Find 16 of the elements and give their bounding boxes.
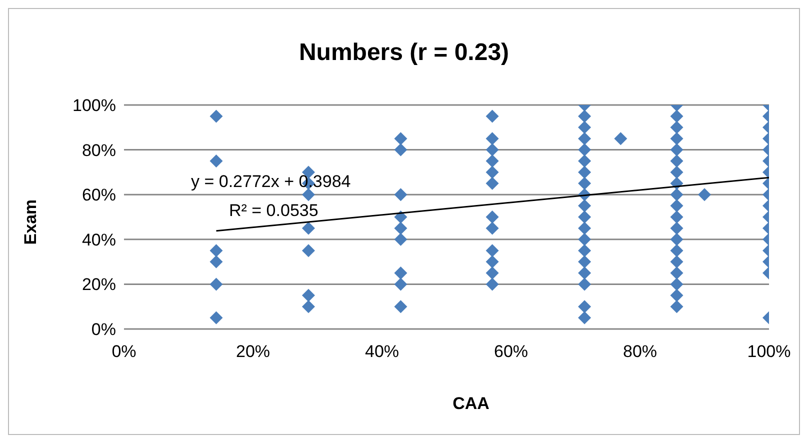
y-tick-label: 60% (82, 186, 116, 205)
x-tick-label: 40% (364, 342, 400, 362)
x-tick-label: 20% (236, 342, 270, 362)
annotation: R² = 0.0535 (229, 201, 318, 221)
y-tick-label: 100% (72, 96, 116, 116)
chart-title: Numbers (r = 0.23) (298, 39, 510, 67)
y-axis-title: Exam (21, 199, 41, 245)
x-tick-label: 0% (112, 342, 136, 362)
x-axis-title: CAA (452, 394, 490, 414)
x-tick-label: 60% (494, 342, 528, 362)
y-tick-label: 80% (82, 140, 116, 160)
y-tick-label: 20% (82, 275, 116, 294)
x-tick-label: 100% (747, 342, 791, 362)
x-tick-label: 80% (622, 342, 658, 362)
y-tick-label: 40% (82, 230, 116, 250)
y-tick-label: 0% (91, 320, 116, 340)
